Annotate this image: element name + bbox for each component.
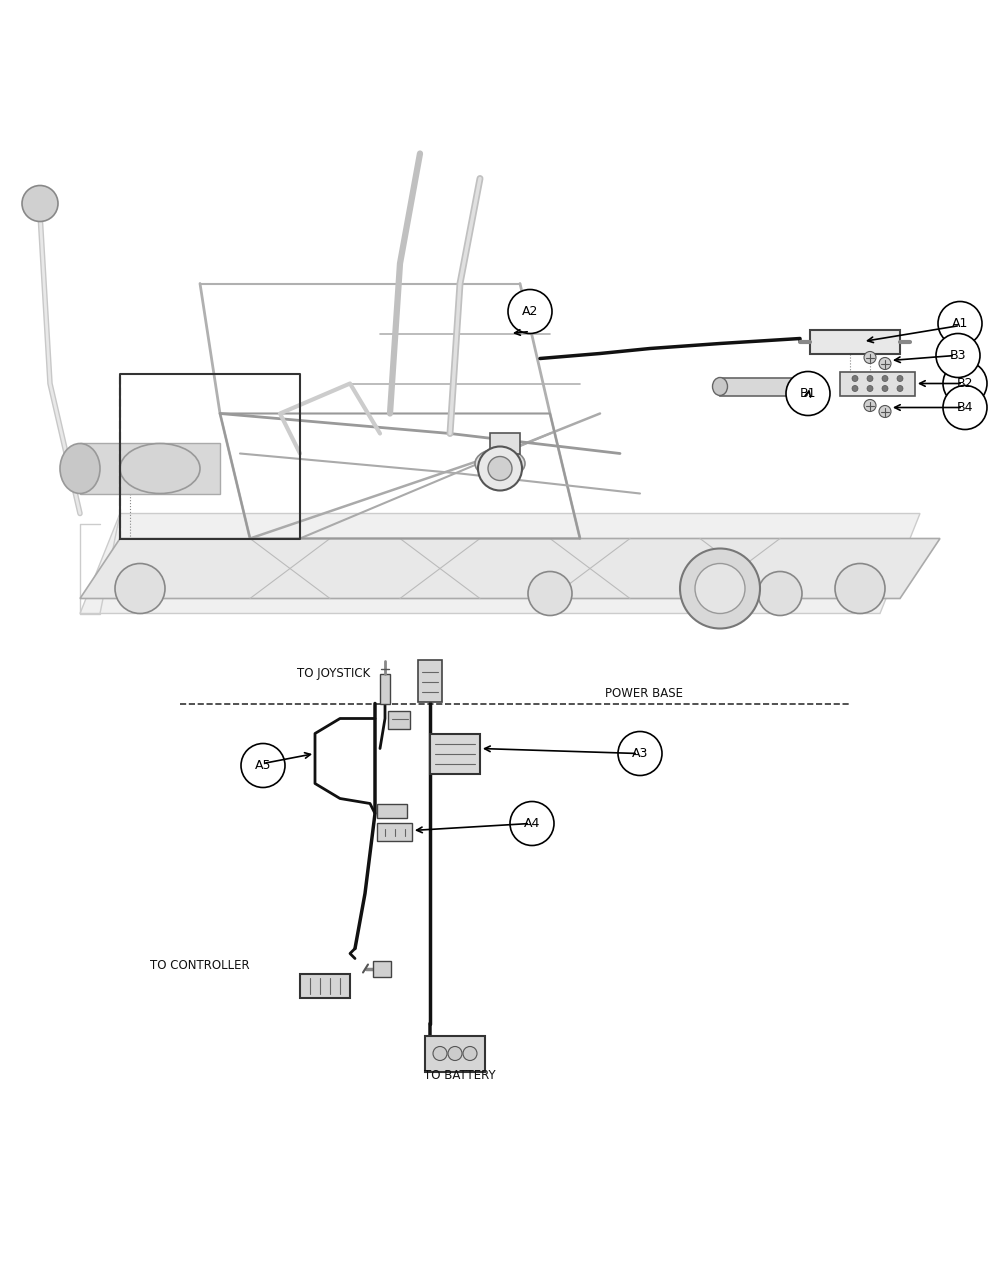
Text: TO BATTERY: TO BATTERY xyxy=(424,1069,496,1082)
Circle shape xyxy=(510,802,554,845)
Text: POWER BASE: POWER BASE xyxy=(605,687,683,699)
Circle shape xyxy=(22,185,58,222)
FancyBboxPatch shape xyxy=(720,378,810,395)
FancyBboxPatch shape xyxy=(388,711,410,729)
FancyBboxPatch shape xyxy=(380,674,390,703)
Circle shape xyxy=(448,1047,462,1060)
Circle shape xyxy=(897,385,903,392)
FancyBboxPatch shape xyxy=(430,734,480,773)
Text: B3: B3 xyxy=(950,348,966,362)
Text: B2: B2 xyxy=(957,378,973,390)
Circle shape xyxy=(897,375,903,381)
Circle shape xyxy=(695,564,745,613)
Circle shape xyxy=(882,385,888,392)
FancyBboxPatch shape xyxy=(377,803,407,817)
Polygon shape xyxy=(80,513,920,613)
Circle shape xyxy=(680,549,760,628)
Circle shape xyxy=(618,731,662,775)
Circle shape xyxy=(241,744,285,788)
Circle shape xyxy=(433,1047,447,1060)
Circle shape xyxy=(864,399,876,412)
Ellipse shape xyxy=(712,378,728,395)
Circle shape xyxy=(528,571,572,616)
Circle shape xyxy=(943,361,987,405)
Text: A2: A2 xyxy=(522,305,538,318)
Circle shape xyxy=(488,456,512,480)
Circle shape xyxy=(936,333,980,378)
Circle shape xyxy=(835,564,885,613)
Text: A4: A4 xyxy=(524,817,540,830)
FancyBboxPatch shape xyxy=(418,660,442,702)
Circle shape xyxy=(478,446,522,490)
Circle shape xyxy=(867,385,873,392)
Circle shape xyxy=(758,571,802,616)
Circle shape xyxy=(864,351,876,364)
Ellipse shape xyxy=(120,443,200,494)
Text: A3: A3 xyxy=(632,748,648,760)
FancyBboxPatch shape xyxy=(490,433,520,454)
FancyBboxPatch shape xyxy=(373,960,391,977)
Circle shape xyxy=(938,302,982,346)
FancyBboxPatch shape xyxy=(300,973,350,997)
Circle shape xyxy=(115,564,165,613)
Ellipse shape xyxy=(475,449,525,479)
Circle shape xyxy=(786,371,830,416)
Text: A5: A5 xyxy=(255,759,271,772)
Circle shape xyxy=(463,1047,477,1060)
FancyBboxPatch shape xyxy=(840,371,915,395)
Text: TO JOYSTICK: TO JOYSTICK xyxy=(297,666,370,680)
Bar xyxy=(80,443,220,494)
FancyBboxPatch shape xyxy=(425,1035,485,1072)
Text: B4: B4 xyxy=(957,400,973,414)
Circle shape xyxy=(943,385,987,430)
Text: B1: B1 xyxy=(800,386,816,400)
Text: TO CONTROLLER: TO CONTROLLER xyxy=(150,959,250,972)
Circle shape xyxy=(508,289,552,333)
Circle shape xyxy=(879,357,891,370)
Circle shape xyxy=(879,405,891,418)
FancyBboxPatch shape xyxy=(377,822,412,840)
Text: A1: A1 xyxy=(952,317,968,329)
Circle shape xyxy=(852,375,858,381)
FancyBboxPatch shape xyxy=(810,329,900,353)
Polygon shape xyxy=(80,538,940,598)
Circle shape xyxy=(867,375,873,381)
Circle shape xyxy=(852,385,858,392)
Ellipse shape xyxy=(60,443,100,494)
Circle shape xyxy=(882,375,888,381)
